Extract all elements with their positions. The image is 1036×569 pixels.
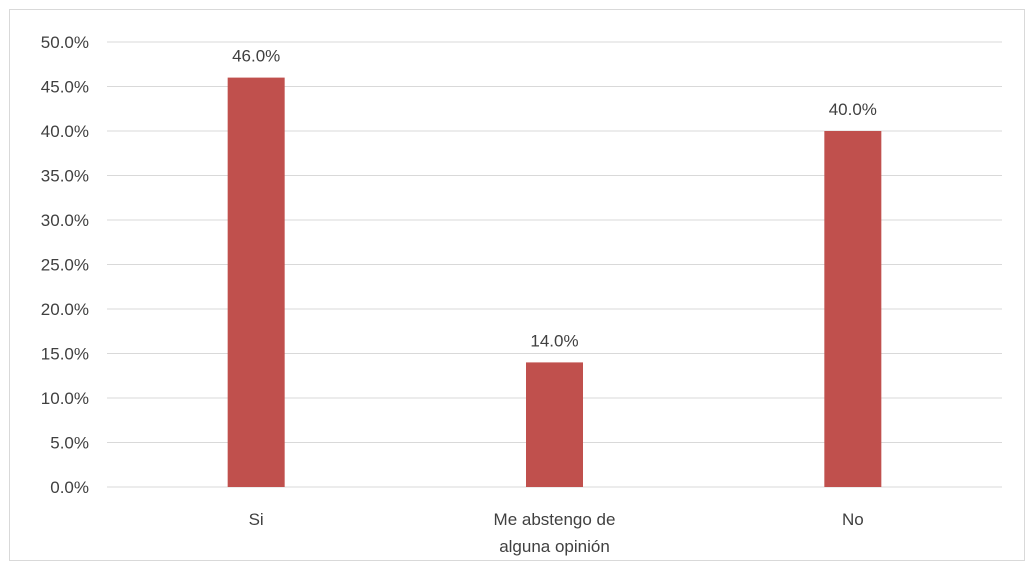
data-label: 40.0% xyxy=(829,100,877,119)
y-tick-label: 50.0% xyxy=(41,33,89,52)
bar xyxy=(227,77,285,487)
data-label: 14.0% xyxy=(530,331,578,350)
y-tick-label: 10.0% xyxy=(41,389,89,408)
y-tick-label: 30.0% xyxy=(41,211,89,230)
bar xyxy=(824,131,882,487)
y-tick-label: 5.0% xyxy=(50,434,89,453)
y-tick-label: 0.0% xyxy=(50,478,89,497)
y-tick-label: 15.0% xyxy=(41,345,89,364)
y-tick-label: 35.0% xyxy=(41,167,89,186)
data-labels: 46.0% 14.0% 40.0% xyxy=(232,47,877,351)
x-tick-label: No xyxy=(842,510,864,529)
bar xyxy=(526,362,583,487)
x-tick-label: Si xyxy=(249,510,264,529)
y-tick-label: 25.0% xyxy=(41,256,89,275)
y-tick-label: 20.0% xyxy=(41,300,89,319)
bars xyxy=(227,77,882,487)
x-axis-tick-labels: Si Me abstengo de alguna opinión No xyxy=(249,510,864,556)
data-label: 46.0% xyxy=(232,47,280,66)
y-tick-label: 45.0% xyxy=(41,78,89,97)
x-tick-label: Me abstengo de alguna opinión xyxy=(494,510,616,556)
y-axis-tick-labels: 0.0% 5.0% 10.0% 15.0% 20.0% 25.0% 30.0% 35.0% 40… xyxy=(41,33,89,497)
y-tick-label: 40.0% xyxy=(41,122,89,141)
